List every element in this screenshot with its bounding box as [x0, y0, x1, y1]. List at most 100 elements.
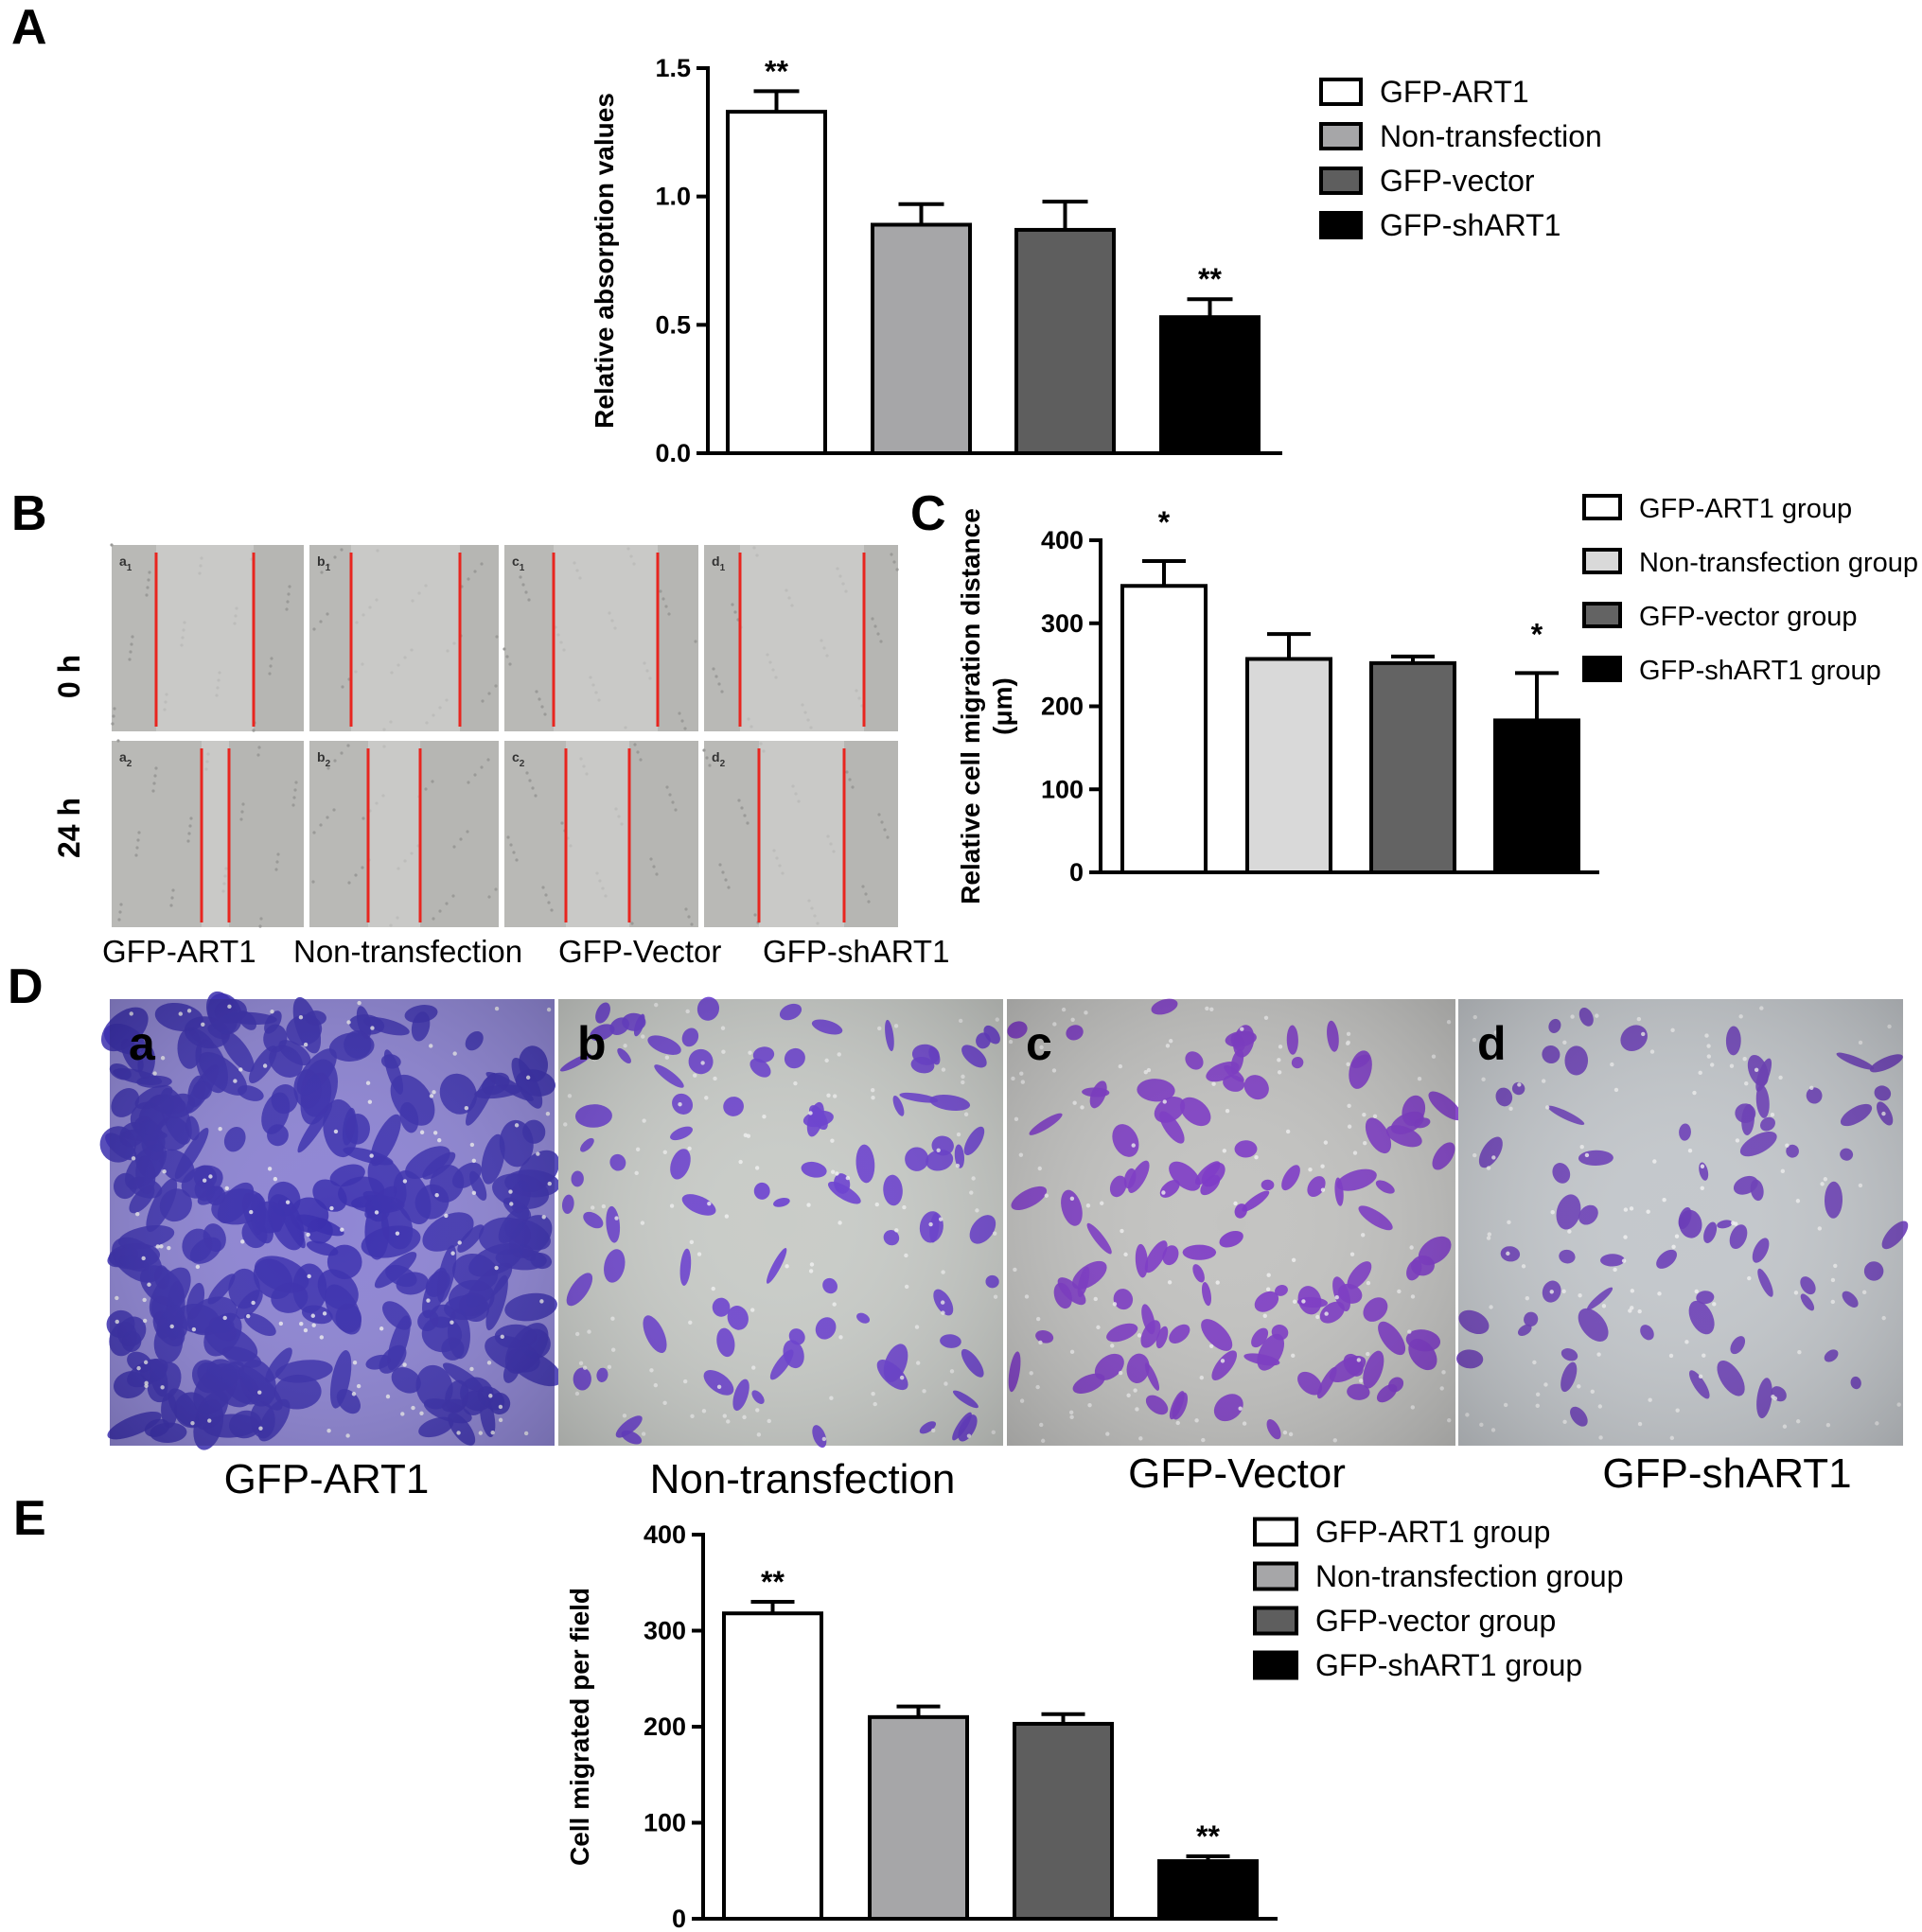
- cell-speckle: [145, 593, 149, 597]
- caption-b-3: GFP-Vector: [558, 934, 721, 969]
- cell-speckle: [397, 867, 400, 870]
- cell-speckle: [148, 571, 151, 574]
- cell-speckle: [170, 896, 174, 900]
- cell-speckle: [822, 646, 826, 650]
- image-label-subscript: 1: [720, 563, 726, 573]
- cell-speckle: [171, 888, 175, 892]
- cell-speckle: [559, 641, 563, 644]
- caption-b-4: GFP-shART1: [763, 934, 949, 969]
- cell-speckle: [519, 575, 522, 579]
- image-label-subscript: 1: [127, 563, 132, 573]
- significance-label: *: [1158, 505, 1171, 539]
- cell-speckle: [515, 858, 519, 862]
- cell-speckle: [312, 627, 316, 631]
- cell-speckle: [809, 726, 813, 729]
- cell-speckle: [333, 759, 337, 763]
- significance-label: **: [1198, 262, 1222, 296]
- cell-speckle: [655, 872, 659, 876]
- cell-speckle: [613, 626, 617, 630]
- panel-letter-c: C: [910, 486, 946, 541]
- cell-speckle: [544, 893, 548, 897]
- cell-speckle: [354, 873, 358, 877]
- row-label-24h: 24 h: [52, 798, 86, 858]
- image-label-subscript: 2: [326, 759, 331, 769]
- cell-speckle: [376, 549, 379, 553]
- cell-speckle: [239, 817, 243, 821]
- cell-speckle: [326, 563, 330, 567]
- cell-speckle: [857, 696, 861, 700]
- cell-speckle: [636, 750, 640, 754]
- cell-speckle: [512, 851, 516, 854]
- cell-layer-left: [504, 545, 554, 731]
- legend-swatch: [1582, 656, 1622, 682]
- cell-speckle: [661, 597, 665, 601]
- cell-speckle: [806, 718, 810, 722]
- cell-speckle: [810, 906, 814, 910]
- cell-speckle: [743, 814, 747, 817]
- cell-speckle: [361, 662, 364, 666]
- cell-speckle: [111, 722, 115, 726]
- y-axis-label: Cell migrated per field: [565, 1588, 594, 1866]
- y-tick-label: 1.5: [655, 54, 691, 82]
- cell-speckle: [687, 915, 691, 919]
- legend-swatch: [1253, 1606, 1298, 1636]
- cell-speckle: [286, 600, 290, 604]
- cell-speckle: [146, 586, 150, 589]
- cell-speckle: [506, 835, 510, 839]
- cell-speckle: [737, 799, 741, 802]
- cell-speckle: [671, 800, 675, 804]
- cell-speckle: [165, 693, 168, 696]
- cell-layer-right: [254, 545, 304, 731]
- cell-layer-left: [112, 545, 156, 731]
- photo-letter: b: [577, 1017, 607, 1070]
- cell-speckle: [154, 766, 158, 770]
- cell-speckle: [119, 903, 123, 906]
- cell-speckle: [717, 682, 721, 686]
- cell-speckle: [116, 739, 120, 743]
- cell-speckle: [648, 676, 652, 680]
- cell-speckle: [268, 672, 272, 676]
- cell-layer-left: [309, 741, 368, 927]
- cell-layer-right: [629, 741, 698, 927]
- cell-speckle: [747, 717, 750, 721]
- cell-speckle: [487, 692, 491, 695]
- cell-speckle: [774, 676, 778, 679]
- legend-swatch: [1319, 122, 1363, 150]
- cell-speckle: [594, 691, 598, 694]
- cell-speckle: [826, 834, 830, 838]
- cell-speckle: [494, 887, 498, 891]
- cell-speckle: [708, 764, 712, 767]
- cell-speckle: [241, 802, 245, 806]
- cell-layer-right: [658, 545, 698, 731]
- cell-speckle: [397, 663, 400, 667]
- cell-speckle: [678, 711, 681, 715]
- legend-label: GFP-shART1 group: [1639, 656, 1881, 686]
- cell-speckle: [871, 617, 874, 621]
- cell-speckle: [495, 635, 499, 639]
- cell-speckle: [797, 799, 801, 803]
- cell-speckle: [467, 577, 470, 581]
- cell-speckle: [841, 582, 845, 586]
- cell-speckle: [332, 808, 336, 812]
- cell-speckle: [198, 571, 202, 575]
- bar: [726, 110, 827, 455]
- cell-speckle: [256, 753, 260, 757]
- cell-speckle: [876, 632, 880, 636]
- cell-speckle: [445, 902, 449, 905]
- cell-speckle: [535, 690, 538, 694]
- cell-speckle: [424, 584, 428, 588]
- cell-speckle: [410, 852, 414, 855]
- legend-label: GFP-ART1 group: [1315, 1515, 1550, 1549]
- cell-speckle: [639, 758, 643, 762]
- photo-letter: c: [1026, 1017, 1052, 1070]
- cell-speckle: [645, 669, 649, 673]
- cell-speckle: [883, 828, 887, 832]
- bar: [1013, 1721, 1114, 1921]
- cell-speckle: [382, 745, 386, 748]
- cell-speckle: [855, 689, 858, 693]
- cell-speckle: [895, 568, 899, 571]
- cell-layer-right: [229, 741, 304, 927]
- cell-speckle: [838, 574, 842, 578]
- bar: [1120, 584, 1208, 874]
- cell-speckle: [851, 785, 855, 789]
